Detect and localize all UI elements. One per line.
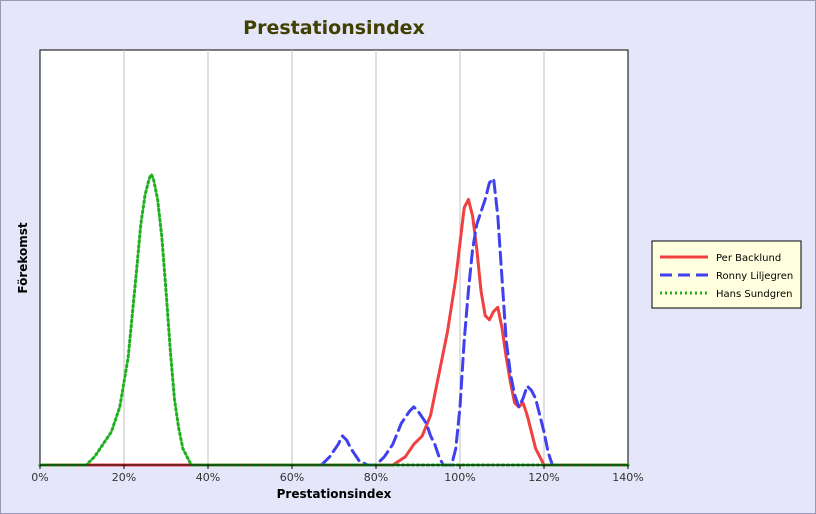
x-tick-label: 100%: [444, 471, 475, 484]
legend-items: Per Backlund Ronny Liljegren Hans Sundgren: [660, 253, 793, 300]
x-tick-label: 20%: [112, 471, 136, 484]
x-axis-label: Prestationsindex: [277, 487, 392, 501]
x-ticks: 0% 20% 40% 60% 80% 100% 120% 140%: [31, 465, 644, 484]
legend: Per Backlund Ronny Liljegren Hans Sundgren: [651, 240, 802, 309]
x-tick-label: 120%: [528, 471, 559, 484]
y-axis-label: Förekomst: [16, 222, 30, 294]
legend-label-3: Hans Sundgren: [716, 289, 792, 300]
legend-label-1: Per Backlund: [716, 253, 781, 264]
legend-box: [651, 240, 802, 309]
series-line-3: [38, 173, 630, 467]
x-tick-label: 140%: [612, 471, 643, 484]
legend-label-2: Ronny Liljegren: [716, 271, 793, 282]
grid-lines: [123, 50, 545, 465]
x-tick-label: 0%: [31, 471, 48, 484]
chart-title: Prestationsindex: [243, 17, 425, 39]
series-line-1: [38, 197, 630, 467]
x-tick-label: 60%: [280, 471, 304, 484]
x-tick-label: 40%: [196, 471, 220, 484]
x-tick-label: 80%: [364, 471, 388, 484]
plot-area: [39, 49, 629, 466]
